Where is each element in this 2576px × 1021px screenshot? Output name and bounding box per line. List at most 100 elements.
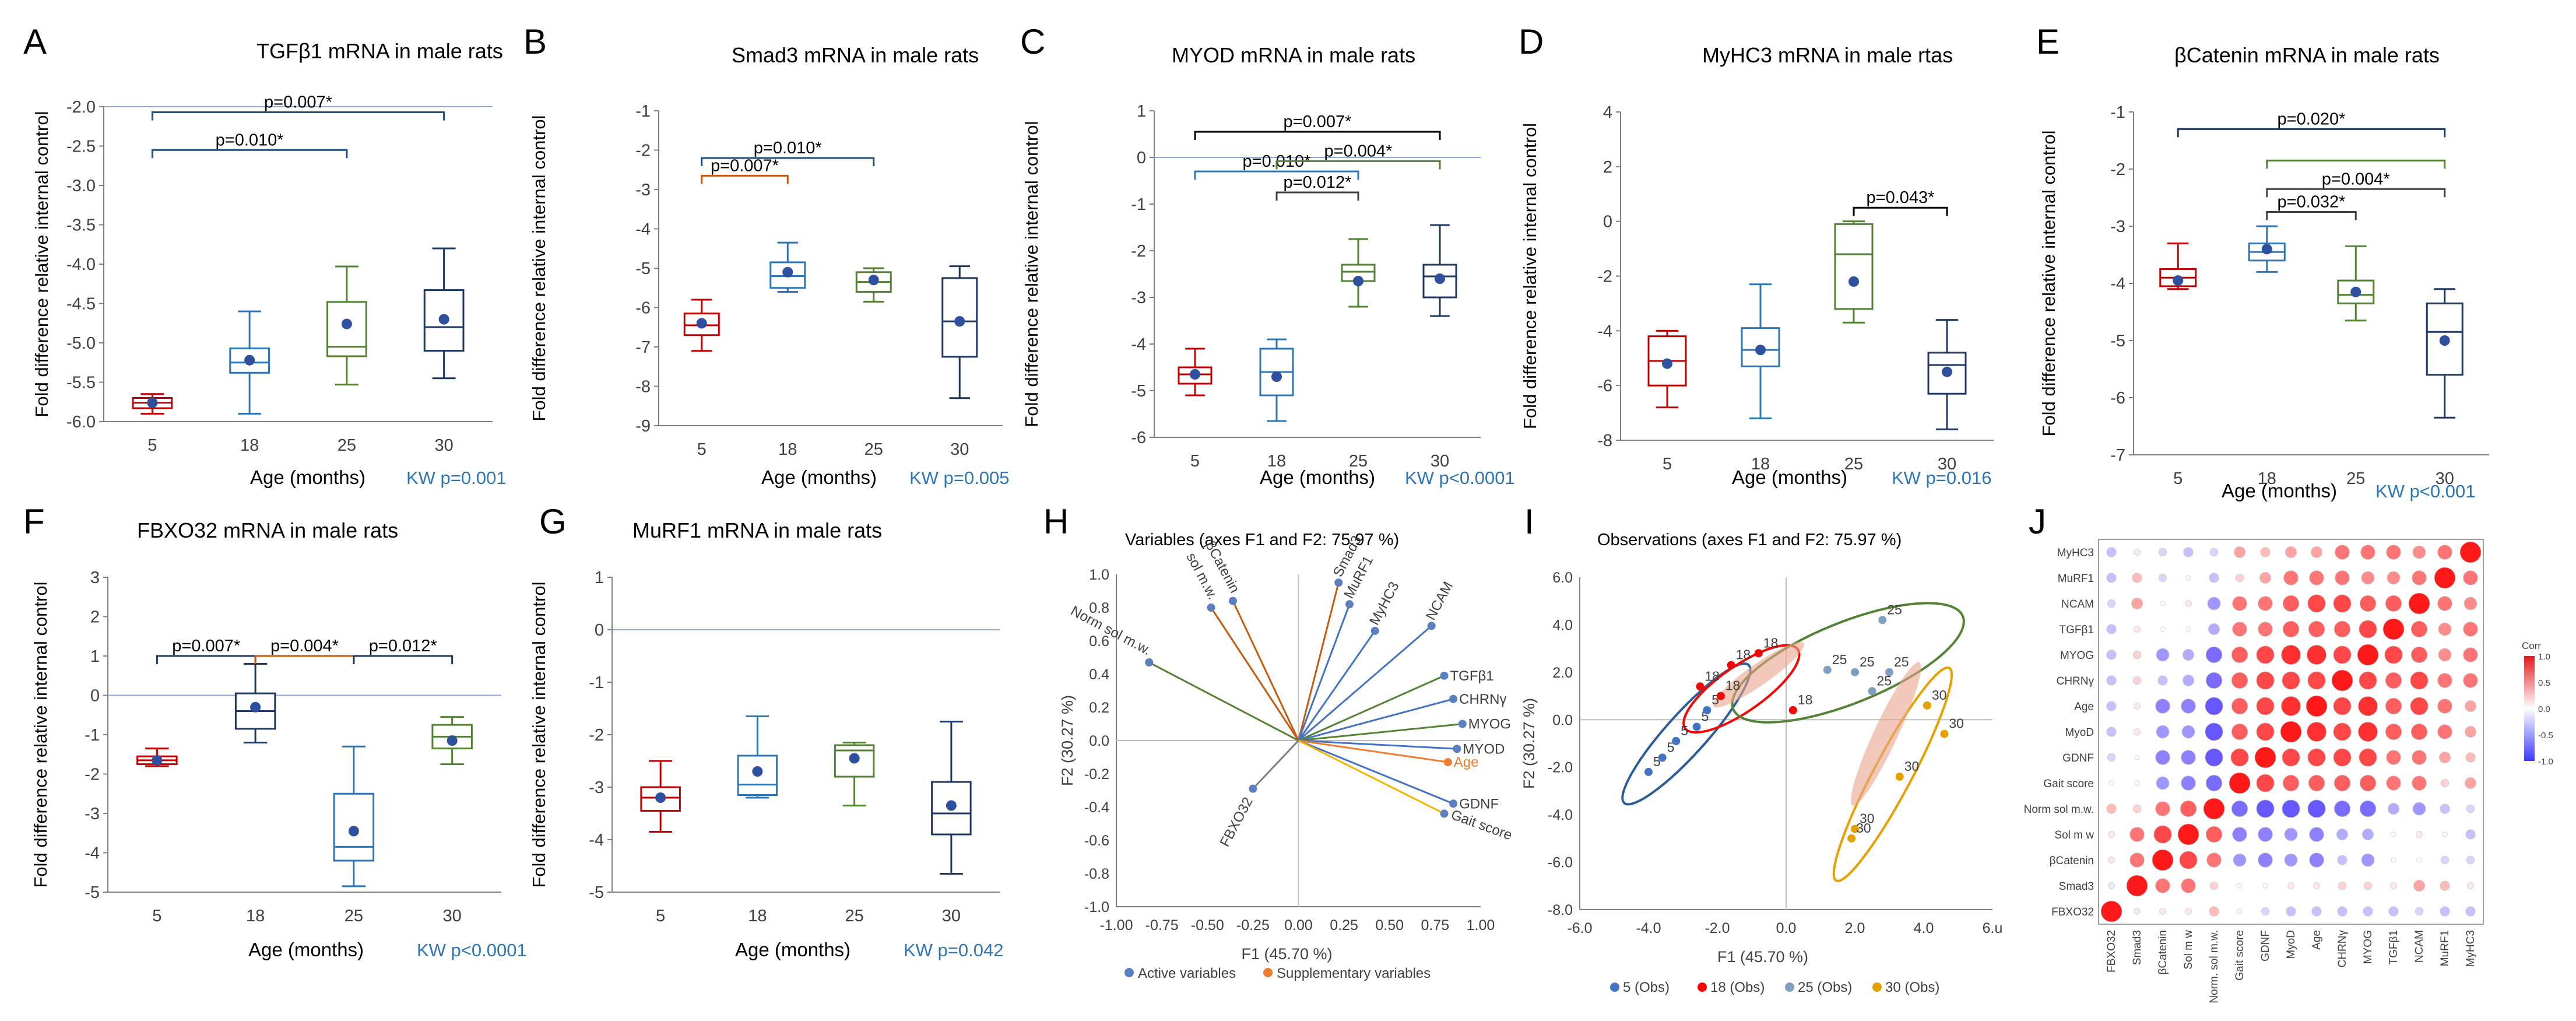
y-tick-label: -0.2 <box>1084 766 1109 783</box>
vector-point <box>1334 578 1343 587</box>
y-tick-label: -5 <box>85 883 100 902</box>
corr-cell <box>2440 804 2450 814</box>
x-tick-label: 18 <box>1267 452 1286 471</box>
corr-cell <box>2361 829 2374 841</box>
bracket-line <box>2266 211 2357 220</box>
corr-cell <box>2337 906 2347 917</box>
col-label: MyoD <box>2285 930 2297 959</box>
corr-cell <box>2359 774 2377 792</box>
corr-cell <box>2106 675 2117 686</box>
box-group-5: 5 <box>1647 329 1687 473</box>
x-tick-label: 25 <box>845 907 863 925</box>
y-tick-label: -0.8 <box>1084 866 1109 882</box>
y-tick-label: -6.0 <box>66 413 96 431</box>
corr-cell <box>2333 774 2351 792</box>
corr-cell <box>2309 570 2324 585</box>
corr-cell <box>2459 541 2482 563</box>
corr-cell <box>2465 752 2476 763</box>
corr-cell <box>2438 752 2451 764</box>
mean-point <box>438 314 449 325</box>
panel-letter: B <box>523 22 547 61</box>
bracket-line <box>2266 159 2446 169</box>
legend-label: 18 (Obs) <box>1710 980 1765 995</box>
corr-cell <box>2464 726 2476 738</box>
corr-cell <box>2185 575 2191 581</box>
corr-cell <box>2307 594 2326 613</box>
x-axis-label: Age (months) <box>250 466 366 488</box>
bracket-line <box>701 157 875 166</box>
row-label: GDNF <box>2062 752 2094 764</box>
vector-line <box>1298 625 1432 742</box>
legend-marker <box>1610 983 1619 992</box>
obs-label: 5 <box>1667 739 1675 755</box>
corr-cell <box>2416 831 2423 838</box>
col-label: TGFβ1 <box>2388 930 2400 965</box>
y-tick-label: -9 <box>635 417 651 436</box>
x-axis-label: Age (months) <box>735 939 851 960</box>
mean-point <box>447 735 458 746</box>
y-tick-label: -4.5 <box>66 295 96 314</box>
corr-cell <box>2333 594 2352 613</box>
p-value-label: p=0.032* <box>2278 193 2346 212</box>
corr-cell <box>2385 723 2402 741</box>
y-tick-label: 0 <box>1137 149 1146 167</box>
y-tick-label: 2 <box>90 608 100 627</box>
loading-vector: MYOG <box>1298 717 1511 742</box>
obs-marker <box>1895 773 1904 781</box>
corr-cell <box>2256 671 2275 690</box>
vector-line <box>1298 630 1376 741</box>
loading-vector: TGFβ1 <box>1298 668 1494 742</box>
vector-line <box>1298 604 1351 741</box>
legend-marker-supplementary <box>1263 968 1273 977</box>
obs-label: 30 <box>1932 687 1947 703</box>
panel-d: D MyHC3 mRNA in male rtas 4 2 0 -2 -4 -6 -8 Fold … <box>1519 22 1994 488</box>
loading-vector: FBXO32 <box>1217 739 1299 850</box>
corr-cell <box>2258 852 2273 868</box>
bracket-line <box>1275 160 1441 170</box>
loading-vector: Age <box>1298 739 1478 770</box>
bracket-line <box>1853 206 1948 216</box>
obs-marker <box>1754 649 1763 658</box>
col-label: Smad3 <box>2131 930 2143 965</box>
vector-line <box>1298 739 1445 815</box>
vector-point <box>1427 622 1436 630</box>
x-tick-label: 5 <box>147 436 157 455</box>
panel-letter: C <box>1020 22 1045 61</box>
y-tick-label: -1.0 <box>1084 899 1109 915</box>
obs-label: 18 <box>1725 678 1741 693</box>
corr-cell <box>2440 906 2450 917</box>
bracket-line <box>701 174 789 184</box>
panel-f: F FBXO32 mRNA in male rats 3 2 1 0 -1 -2 -3 -4 -5 F… <box>23 502 527 960</box>
corr-cell <box>2308 620 2325 638</box>
observation-point: 25 <box>1851 654 1875 676</box>
observation-point: 5 <box>1703 692 1719 714</box>
row-label: NCAM <box>2061 598 2094 611</box>
corr-cell <box>2282 774 2300 792</box>
corr-cell <box>2338 881 2347 890</box>
corr-cell <box>2413 880 2425 892</box>
panel-title: FBXO32 mRNA in male rats <box>137 518 398 542</box>
box-group-25: 25 <box>855 267 892 459</box>
legend-marker <box>1872 983 1882 992</box>
x-tick-label: 25 <box>1844 455 1863 473</box>
obs-label: 25 <box>1887 602 1902 617</box>
y-tick-label: -6 <box>1131 429 1146 447</box>
corr-cell <box>2107 599 2116 608</box>
col-label: MYOG <box>2362 930 2374 964</box>
col-label: Sol m w <box>2183 930 2195 970</box>
y-tick-label: -5 <box>635 259 651 278</box>
obs-marker <box>1851 824 1859 833</box>
kw-p-value: KW p=0.016 <box>1892 468 1991 488</box>
corr-cell <box>2106 547 2117 557</box>
x-tick-label: 25 <box>2346 469 2365 488</box>
mean-point <box>1190 369 1200 380</box>
corr-cell <box>2207 597 2221 611</box>
y-tick-label: 3 <box>90 569 100 587</box>
confidence-ellipse <box>1713 641 1804 708</box>
corr-cell <box>2282 671 2300 690</box>
corr-cell <box>2185 600 2192 607</box>
corr-cell <box>2410 620 2428 638</box>
vector-point <box>1449 799 1458 808</box>
y-axis-label: Fold difference relative internal contro… <box>529 115 549 422</box>
legend-label: 30 (Obs) <box>1885 980 1939 995</box>
